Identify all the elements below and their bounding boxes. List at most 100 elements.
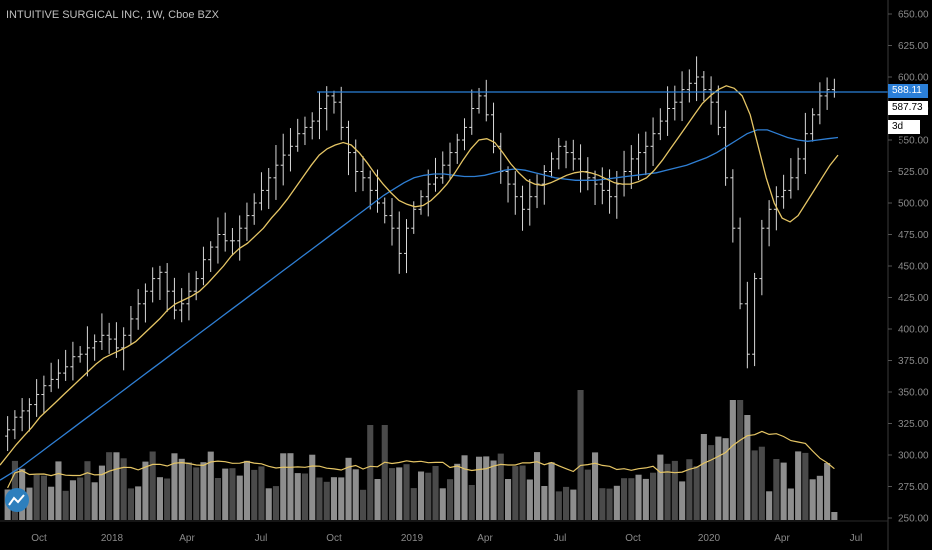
tradingview-logo-icon[interactable] <box>5 488 29 512</box>
price-bar <box>382 197 388 224</box>
volume-bar <box>831 512 838 520</box>
price-bar <box>744 281 750 369</box>
volume-bar <box>77 477 84 520</box>
price-bar <box>462 118 468 151</box>
volume-bar <box>69 480 76 520</box>
price-bar <box>520 185 526 231</box>
price-bar <box>309 112 315 140</box>
previous-close-tag: 587.73 <box>888 101 928 115</box>
volume-bar <box>679 481 686 520</box>
price-bar <box>389 198 395 246</box>
volume-bar <box>505 479 512 520</box>
price-tick-label: 525.00 <box>898 167 929 178</box>
price-bar <box>824 77 830 110</box>
volume-bar <box>512 466 519 520</box>
price-tick-label: 450.00 <box>898 262 929 273</box>
time-tick-label: Oct <box>326 533 342 544</box>
volume-bar <box>26 487 33 520</box>
volume-bar <box>780 462 787 520</box>
volume-bar <box>483 456 490 520</box>
volume-bar <box>309 454 316 520</box>
volume-bar <box>164 478 171 520</box>
volume-bar <box>642 478 649 520</box>
price-tick-label: 400.00 <box>898 325 929 336</box>
volume-bar <box>671 460 678 520</box>
price-bar <box>701 71 707 102</box>
price-bar <box>26 398 32 432</box>
volume-bar <box>737 400 744 520</box>
price-bar <box>164 263 170 312</box>
price-bar <box>12 410 18 440</box>
volume-ma-line <box>7 430 835 489</box>
volume-bar <box>40 475 47 520</box>
price-tick-label: 425.00 <box>898 293 929 304</box>
price-tick-label: 250.00 <box>898 514 929 525</box>
price-bar <box>229 228 235 255</box>
volume-bar <box>403 464 410 520</box>
price-bar <box>766 200 772 247</box>
volume-bar <box>360 489 367 520</box>
price-bar <box>287 128 293 172</box>
volume-bar <box>795 451 802 520</box>
price-bar <box>607 169 613 214</box>
volume-bar <box>476 456 483 520</box>
volume-bar <box>389 468 396 520</box>
volume-bar <box>367 425 374 520</box>
price-bar <box>570 139 576 171</box>
price-bar <box>251 193 257 225</box>
price-tick-label: 550.00 <box>898 136 929 147</box>
volume-bar <box>548 462 555 520</box>
volume-bar <box>33 475 40 520</box>
price-tick-label: 600.00 <box>898 73 929 84</box>
volume-bar <box>613 485 620 520</box>
price-bar <box>527 179 533 226</box>
volume-bar <box>454 463 461 520</box>
volume-bar <box>708 445 715 520</box>
volume-bar <box>62 490 69 520</box>
volume-bar <box>265 488 272 520</box>
price-bar <box>48 362 54 393</box>
volume-bar <box>374 479 381 520</box>
price-bar <box>454 133 460 164</box>
price-bar <box>715 85 721 136</box>
price-bar <box>193 271 199 301</box>
time-scale[interactable]: Oct 2018 Apr Jul Oct 2019 Apr Jul Oct 2020 Apr Jul <box>31 533 862 544</box>
volume-bar <box>802 452 809 520</box>
volume-bar <box>519 465 526 520</box>
price-bar <box>418 190 424 215</box>
volume-bar <box>461 455 468 520</box>
volume-bar <box>418 471 425 520</box>
volume-bar <box>628 478 635 520</box>
current-price-tag: 588.11 <box>888 84 928 98</box>
volume-bar <box>142 461 149 520</box>
volume-bar <box>294 473 301 520</box>
volume-bar <box>345 457 352 520</box>
volume-bar <box>214 478 221 520</box>
volume-bar <box>664 463 671 520</box>
price-bar <box>737 217 743 310</box>
price-bar <box>795 147 801 191</box>
price-bar <box>5 416 11 452</box>
time-tick-label: Apr <box>179 533 195 544</box>
price-bar <box>179 288 185 323</box>
price-bar <box>331 90 337 114</box>
price-tick-label: 375.00 <box>898 356 929 367</box>
price-bar <box>34 379 40 417</box>
time-tick-label: Oct <box>31 533 47 544</box>
price-bar <box>802 112 808 174</box>
time-tick-label: 2019 <box>401 533 424 544</box>
volume-bar <box>751 450 758 520</box>
volume-bar <box>272 486 279 520</box>
price-bar <box>694 56 700 102</box>
volume-bar <box>229 468 236 520</box>
price-bar <box>599 167 605 205</box>
volume-bar <box>744 415 751 520</box>
price-bar <box>810 108 816 142</box>
volume-bar <box>816 475 823 520</box>
price-bar <box>150 267 156 303</box>
volume-bar <box>729 400 736 520</box>
price-bar <box>258 172 264 211</box>
chart-title: INTUITIVE SURGICAL INC, 1W, Cboe BZX <box>6 9 219 21</box>
price-bar <box>273 145 279 200</box>
